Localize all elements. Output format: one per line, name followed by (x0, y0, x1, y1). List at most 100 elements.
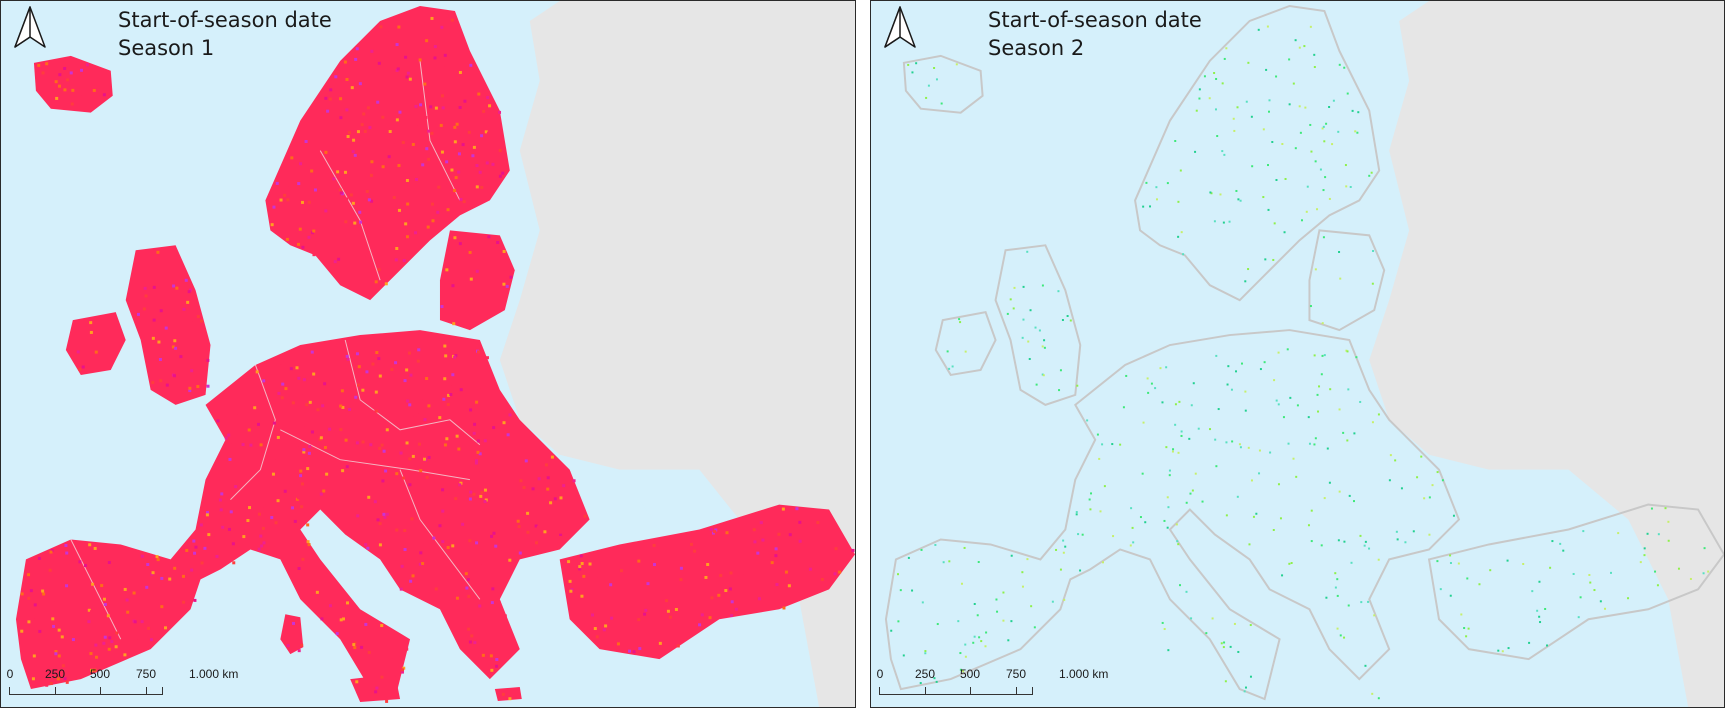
season-2-pixel (951, 365, 954, 368)
season-1-pixel (159, 379, 163, 383)
season-2-pixel (1251, 165, 1254, 168)
season-1-pixel (453, 189, 457, 193)
season-1-pixel (377, 357, 381, 361)
season-1-pixel (48, 568, 52, 572)
season-2-pixel (1058, 389, 1061, 392)
season-1-pixel (662, 590, 666, 594)
season-1-pixel (184, 278, 188, 282)
season-1-pixel (394, 258, 398, 262)
season-1-pixel (345, 197, 349, 201)
season-1-pixel (65, 584, 69, 588)
season-1-pixel (632, 650, 636, 654)
season-1-pixel (404, 55, 408, 59)
season-1-pixel (339, 116, 343, 120)
season-1-pixel (151, 571, 155, 575)
season-2-pixel (1163, 519, 1166, 522)
season-1-pixel (379, 388, 383, 392)
season-2-pixel (1222, 221, 1225, 224)
season-1-pixel (343, 60, 347, 64)
season-1-pixel (186, 300, 190, 304)
season-2-pixel (915, 62, 918, 65)
season-1-pixel (782, 606, 786, 610)
season-2-pixel (1350, 561, 1353, 564)
season-1-pixel (569, 589, 573, 593)
season-2-pixel (1321, 354, 1324, 357)
season-2-pixel (1061, 318, 1064, 321)
season-1-pixel (387, 155, 391, 159)
season-2-pixel (1225, 47, 1228, 50)
season-1-pixel (579, 554, 583, 558)
season-1-pixel (27, 596, 31, 600)
season-1-pixel (94, 643, 98, 647)
season-2-pixel (1228, 220, 1231, 223)
season-1-pixel (345, 108, 349, 112)
season-2-pixel (920, 548, 923, 551)
season-1-pixel (429, 46, 433, 50)
season-2-pixel (1336, 627, 1339, 630)
season-1-pixel (460, 168, 464, 172)
season-2-pixel (958, 318, 961, 321)
season-2-pixel (1313, 53, 1316, 56)
season-2-pixel (1142, 421, 1145, 424)
season-1-pixel (216, 419, 220, 423)
season-2-pixel (1217, 408, 1220, 411)
season-1-pixel (580, 562, 584, 566)
season-2-pixel (1449, 554, 1452, 557)
season-1-pixel (283, 489, 287, 493)
scale-label: 250 (914, 667, 936, 681)
season-1-pixel (468, 250, 472, 254)
season-2-pixel (1021, 336, 1024, 339)
season-2-pixel (902, 654, 905, 657)
season-1-pixel (397, 46, 401, 50)
season-2-pixel (1125, 374, 1128, 377)
season-2-pixel (1317, 410, 1320, 413)
season-1-pixel (406, 399, 410, 403)
season-1-pixel (703, 572, 707, 576)
season-1-pixel (475, 269, 479, 273)
season-1-pixel (290, 156, 294, 160)
season-2-pixel (1194, 472, 1197, 475)
season-1-pixel (450, 18, 454, 22)
season-2-pixel (933, 67, 936, 70)
season-1-pixel (523, 491, 527, 495)
season-1-pixel (143, 286, 147, 290)
season-2-pixel (1163, 628, 1166, 631)
season-1-pixel (231, 443, 235, 447)
season-2-pixel (1310, 509, 1313, 512)
season-1-pixel (346, 357, 350, 361)
season-1-pixel (272, 205, 276, 209)
season-1-pixel (728, 587, 732, 591)
season-2-pixel (1179, 584, 1182, 587)
season-1-pixel (295, 446, 299, 450)
scale-label: 1.000 km (189, 667, 239, 681)
season-1-pixel (558, 535, 562, 539)
season-1-pixel (572, 479, 576, 483)
season-1-pixel (838, 570, 842, 574)
season-1-pixel (45, 683, 49, 687)
season-2-pixel (1112, 535, 1115, 538)
season-1-pixel (297, 649, 301, 653)
season-1-pixel (408, 351, 412, 355)
season-1-pixel (417, 125, 421, 129)
season-2-pixel (1155, 198, 1158, 201)
season-2-pixel (1359, 400, 1362, 403)
season-1-pixel (753, 540, 757, 544)
scale-bar: 0 250 500 750 1.000 km (7, 667, 238, 707)
season-1-pixel (306, 523, 310, 527)
season-2-pixel (1283, 231, 1286, 234)
season-1-pixel (299, 162, 303, 166)
season-1-pixel (526, 530, 530, 534)
season-2-pixel (1436, 560, 1439, 563)
season-1-pixel (477, 388, 481, 392)
season-1-pixel (57, 84, 61, 88)
season-1-pixel (292, 621, 296, 625)
season-1-pixel (34, 615, 38, 619)
season-1-pixel (498, 110, 502, 114)
season-2-pixel (1497, 649, 1500, 652)
season-2-pixel (924, 652, 927, 655)
season-1-pixel (446, 158, 450, 162)
season-1-pixel (369, 173, 373, 177)
season-1-pixel (483, 432, 487, 436)
season-2-pixel (1172, 448, 1175, 451)
scale-tick (879, 687, 880, 695)
